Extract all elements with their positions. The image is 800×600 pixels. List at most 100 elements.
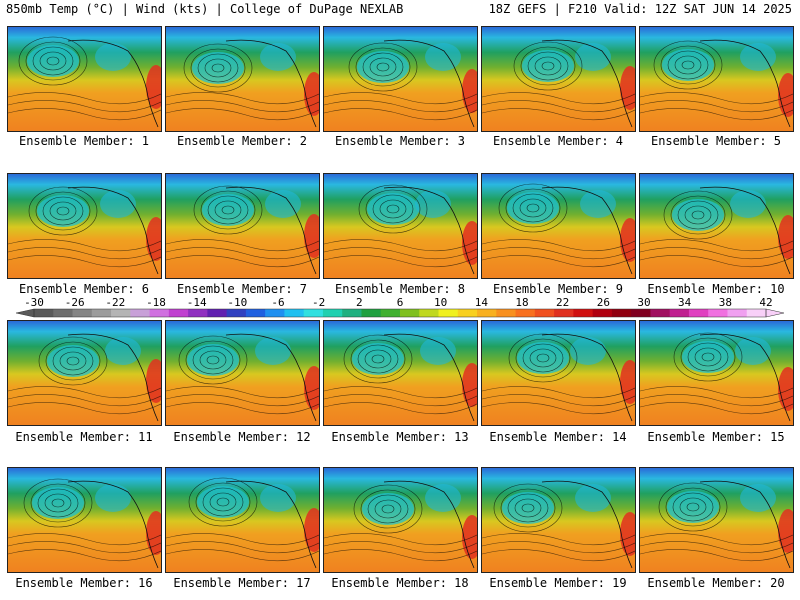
temperature-field-map [166,321,319,425]
temperature-field-map [640,321,793,425]
colorbar-swatch [688,309,709,317]
ensemble-map-panel [165,467,320,573]
colorbar-swatch [322,309,343,317]
colorbar-tick-label: 18 [515,296,528,309]
ensemble-map-panel [323,173,478,279]
temperature-field-map [324,174,477,278]
colorbar-swatch [650,309,671,317]
colorbar-swatch [111,309,131,317]
colorbar-tick-label: -10 [227,296,247,309]
ensemble-member-label: Ensemble Member: 16 [15,576,153,590]
colorbar-tick-label: 42 [759,296,772,309]
colorbar-swatch [265,309,285,317]
colorbar-tick-label: 38 [719,296,732,309]
temperature-field-map [482,27,635,131]
temperature-field-map [482,174,635,278]
ensemble-member-label: Ensemble Member: 13 [331,430,469,444]
temperature-field-map [324,27,477,131]
colorbar-swatch [573,309,594,317]
colorbar-swatch [168,309,189,317]
ensemble-map-panel [7,26,162,132]
temperature-field-map [324,321,477,425]
colorbar-swatch [361,309,382,317]
ensemble-member-label: Ensemble Member: 20 [647,576,785,590]
colorbar-tick-label: 34 [678,296,692,309]
ensemble-map-panel [7,173,162,279]
ensemble-map-panel [639,320,794,426]
temperature-field-map [640,174,793,278]
map-title: 850mb Temp (°C) | Wind (kts) | College o… [6,2,404,16]
ensemble-member-label: Ensemble Member: 11 [15,430,153,444]
temperature-field-map [8,321,161,425]
ensemble-member-label: Ensemble Member: 9 [492,282,624,296]
ensemble-map-panel [323,320,478,426]
colorbar-swatch [72,309,93,317]
ensemble-map-panel [323,467,478,573]
colorbar-swatch [91,309,112,317]
colorbar-tick-label: 26 [597,296,610,309]
colorbar-swatch [130,309,150,317]
ensemble-map-panel [165,320,320,426]
temperature-field-map [8,174,161,278]
colorbar-tick-label: 6 [397,296,404,309]
colorbar-swatch [303,309,324,317]
ensemble-map-panel [639,467,794,573]
colorbar-swatch [342,309,362,317]
colorbar-swatch [188,309,208,317]
ensemble-member-label: Ensemble Member: 3 [334,134,466,148]
ensemble-map-panel [165,173,320,279]
colorbar-swatch [149,309,170,317]
temperature-colorbar: -30 -26 -22 -18 -14 -10 -6 -2 2 6 10 14 18 22 26 30 34 38… [0,296,800,320]
temperature-field-map [166,174,319,278]
colorbar-tick-label: 14 [475,296,489,309]
colorbar-right-arrow [765,308,785,318]
colorbar-swatch [419,309,439,317]
ensemble-member-label: Ensemble Member: 14 [489,430,627,444]
ensemble-member-label: Ensemble Member: 17 [173,576,311,590]
colorbar-tick-label: -18 [146,296,166,309]
temperature-field-map [166,27,319,131]
colorbar-swatch [515,309,536,317]
ensemble-map-panel [165,26,320,132]
ensemble-member-label: Ensemble Member: 15 [647,430,785,444]
colorbar-swatch [34,309,54,317]
colorbar-swatch [207,309,228,317]
colorbar-tick-label: -14 [187,296,207,309]
colorbar-tick-label: -22 [105,296,125,309]
ensemble-member-label: Ensemble Member: 4 [492,134,624,148]
ensemble-member-label: Ensemble Member: 18 [331,576,469,590]
colorbar-swatch [245,309,266,317]
temperature-field-map [8,27,161,131]
colorbar-graphic: -30 -26 -22 -18 -14 -10 -6 -2 2 6 10 14 18 22 26 30 34 38… [15,296,785,318]
colorbar-tick-label: -6 [271,296,284,309]
colorbar-swatch [611,309,632,317]
ensemble-member-label: Ensemble Member: 10 [647,282,785,296]
ensemble-member-label: Ensemble Member: 8 [334,282,466,296]
colorbar-swatch [477,309,497,317]
colorbar-tick-label: 10 [434,296,447,309]
temperature-field-map [640,468,793,572]
ensemble-member-label: Ensemble Member: 5 [650,134,782,148]
colorbar-swatch [457,309,478,317]
model-run-info: 18Z GEFS | F210 Valid: 12Z SAT JUN 14 20… [488,2,792,16]
colorbar-swatch [380,309,401,317]
colorbar-tick-label: -26 [65,296,85,309]
colorbar-tick-label: -30 [24,296,44,309]
colorbar-swatch [496,309,516,317]
colorbar-tick-label: 22 [556,296,569,309]
ensemble-map-panel [7,467,162,573]
ensemble-member-label: Ensemble Member: 7 [176,282,308,296]
colorbar-swatch [534,309,555,317]
colorbar-swatch [708,309,728,317]
ensemble-map-panel [481,173,636,279]
colorbar-swatch [400,309,420,317]
colorbar-swatch [669,309,690,317]
colorbar-tick-label: 30 [637,296,650,309]
ensemble-map-panel [481,320,636,426]
ensemble-map-panel [639,26,794,132]
colorbar-swatch [631,309,651,317]
colorbar-outline [33,308,767,318]
ensemble-member-label: Ensemble Member: 2 [176,134,308,148]
temperature-field-map [8,468,161,572]
ensemble-map-panel [481,26,636,132]
